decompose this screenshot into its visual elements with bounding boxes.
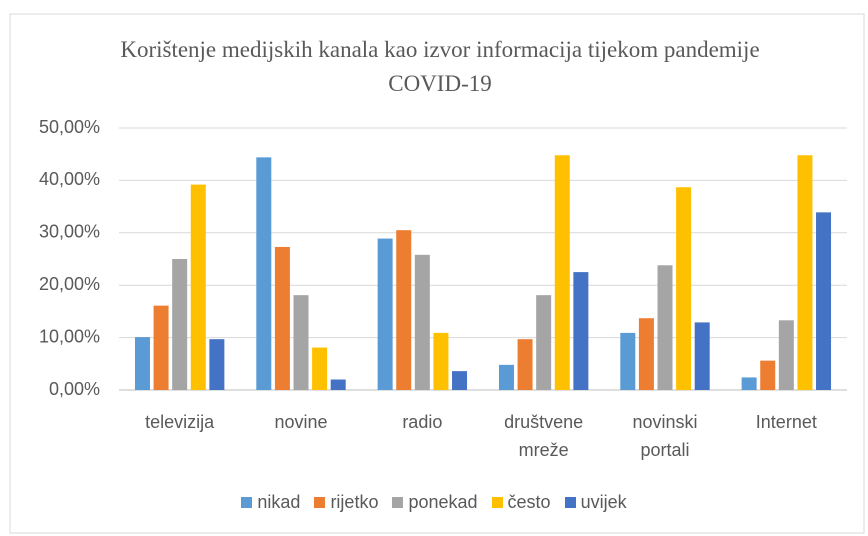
bar [620, 332, 636, 390]
bar [414, 254, 430, 390]
y-tick-label: 10,00% [39, 326, 100, 346]
x-tick-label: novine [274, 412, 328, 432]
legend-label: nikad [257, 492, 301, 512]
bar [433, 332, 449, 390]
bar [797, 155, 813, 390]
bar [517, 339, 533, 390]
legend-swatch [241, 497, 253, 508]
bar [377, 238, 393, 390]
bar [778, 320, 794, 390]
bar [816, 212, 832, 390]
bar [760, 360, 776, 390]
bar [153, 305, 169, 390]
y-tick-label: 0,00% [49, 379, 100, 399]
bar [274, 246, 290, 390]
legend-swatch [392, 497, 404, 508]
legend-label: često [507, 492, 551, 512]
legend-item: rijetko [314, 492, 378, 513]
bar [676, 187, 692, 390]
bar [134, 337, 150, 390]
bar [312, 347, 328, 390]
bar [694, 322, 710, 390]
bar [190, 184, 206, 390]
chart-title: Korištenje medijskih kanala kao izvor in… [120, 37, 760, 96]
legend-label: rijetko [330, 492, 379, 512]
legend-swatch [564, 497, 576, 508]
legend-item: često [491, 492, 551, 513]
legend-item: nikad [241, 492, 300, 513]
chart-border [9, 13, 865, 534]
bar [256, 157, 272, 390]
x-tick-label: radio [402, 412, 443, 432]
bar [330, 379, 346, 390]
x-tick-label: društvene mreže [504, 412, 584, 460]
bar [498, 364, 514, 390]
bar [172, 259, 188, 390]
bar [638, 318, 654, 390]
x-tick-label: Internet [755, 412, 817, 432]
legend-label: ponekad [408, 492, 478, 512]
legend: nikad rijetko ponekad često uvijek [0, 492, 868, 513]
bar [554, 155, 570, 390]
legend-item: uvijek [564, 492, 627, 513]
legend-item: ponekad [392, 492, 478, 513]
bar [396, 230, 412, 390]
legend-swatch [314, 497, 326, 508]
y-tick-label: 40,00% [39, 169, 100, 189]
bar [452, 371, 468, 390]
bar [741, 377, 757, 390]
bar [293, 295, 309, 390]
legend-label: uvijek [580, 492, 627, 512]
bar [657, 265, 673, 390]
bar [536, 295, 552, 390]
y-tick-label: 50,00% [39, 117, 100, 137]
y-tick-label: 30,00% [39, 222, 100, 242]
bar [209, 339, 225, 390]
y-tick-label: 20,00% [39, 274, 100, 294]
x-tick-label: novinski portali [632, 412, 698, 460]
legend-swatch [491, 497, 503, 508]
bar [573, 272, 589, 390]
x-tick-label: televizija [145, 412, 215, 432]
